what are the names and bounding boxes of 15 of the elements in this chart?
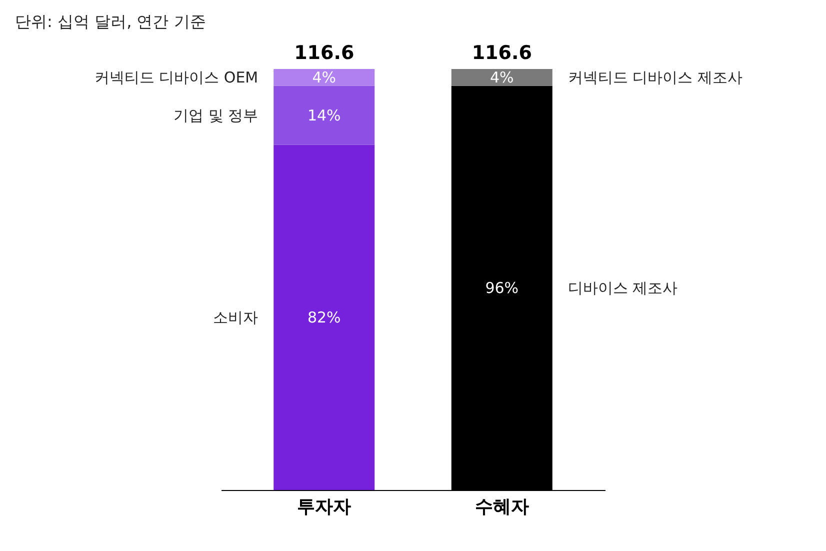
chart-title: 단위: 십억 달러, 연간 기준 [15,12,206,31]
data-label: 4% [312,68,336,86]
x-tick-label: 투자자 [297,496,352,518]
series-label: 디바이스 제조사 [568,278,678,297]
data-label: 14% [307,106,341,124]
data-label: 82% [307,308,341,326]
series-label: 기업 및 정부 [174,106,258,124]
x-tick-label: 수혜자 [474,496,529,518]
data-label: 4% [490,68,514,86]
series-label: 커넥티드 디바이스 제조사 [568,68,742,86]
series-label: 소비자 [213,308,258,326]
annotation: 116.6 [294,42,354,64]
series-label: 커넥티드 디바이스 OEM [94,68,258,86]
data-label: 96% [485,278,519,297]
annotation: 116.6 [472,42,532,64]
